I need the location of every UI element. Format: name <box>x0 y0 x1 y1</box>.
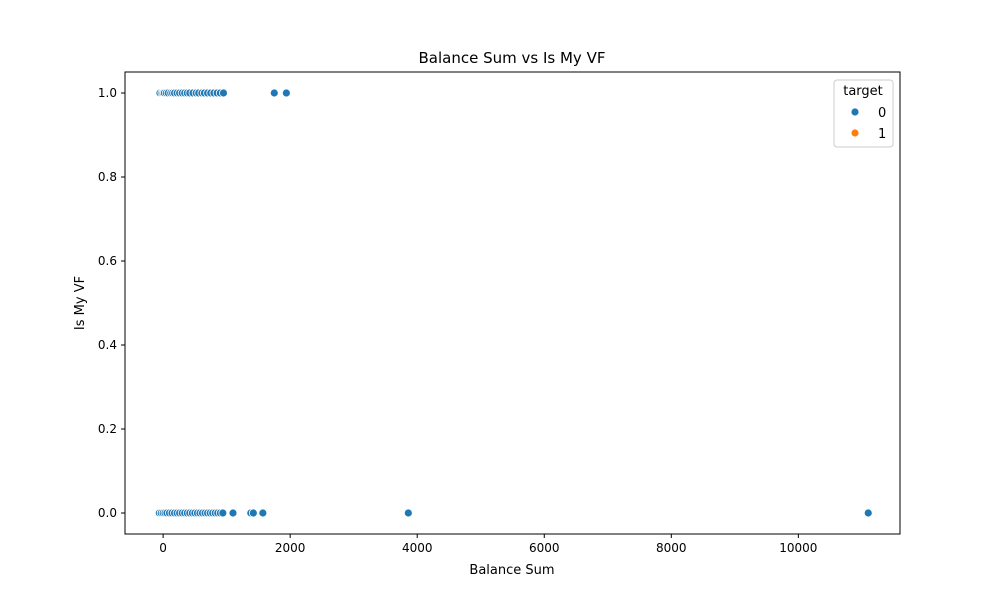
y-tick-label: 0.2 <box>98 422 117 436</box>
legend-marker-1 <box>850 128 860 138</box>
data-point-target-0 <box>258 508 268 518</box>
data-point-target-0 <box>218 508 228 518</box>
x-tick-label: 6000 <box>529 541 560 555</box>
legend-marker-0 <box>850 107 860 117</box>
legend-box <box>833 79 894 148</box>
legend: target 0 1 <box>833 79 894 148</box>
x-tick-label: 2000 <box>275 541 306 555</box>
data-points <box>154 88 873 518</box>
y-axis-ticks: 0.0 0.2 0.4 0.6 0.8 1.0 <box>98 86 125 520</box>
x-tick-label: 8000 <box>656 541 687 555</box>
y-tick-label: 0.6 <box>98 254 117 268</box>
data-point-target-0 <box>269 88 279 98</box>
x-axis-label: Balance Sum <box>469 563 554 578</box>
data-point-target-0 <box>219 88 228 98</box>
legend-label-1: 1 <box>878 127 886 142</box>
y-tick-label: 0.0 <box>98 506 117 520</box>
legend-title: target <box>843 84 883 99</box>
data-point-target-0 <box>248 508 258 518</box>
data-point-target-0 <box>863 508 873 518</box>
y-tick-label: 0.4 <box>98 338 117 352</box>
plot-frame <box>124 71 901 535</box>
x-tick-label: 4000 <box>402 541 433 555</box>
data-point-target-0 <box>281 88 291 98</box>
x-axis-ticks: 0 2000 4000 6000 8000 10000 <box>159 534 817 555</box>
legend-label-0: 0 <box>878 106 886 121</box>
data-point-target-0 <box>228 508 238 518</box>
y-tick-label: 0.8 <box>98 170 117 184</box>
y-tick-label: 1.0 <box>98 86 117 100</box>
x-tick-label: 10000 <box>779 541 817 555</box>
y-axis-label: Is My VF <box>73 276 88 330</box>
chart-title: Balance Sum vs Is My VF <box>419 49 606 67</box>
x-tick-label: 0 <box>159 541 167 555</box>
data-point-target-0 <box>403 508 413 518</box>
